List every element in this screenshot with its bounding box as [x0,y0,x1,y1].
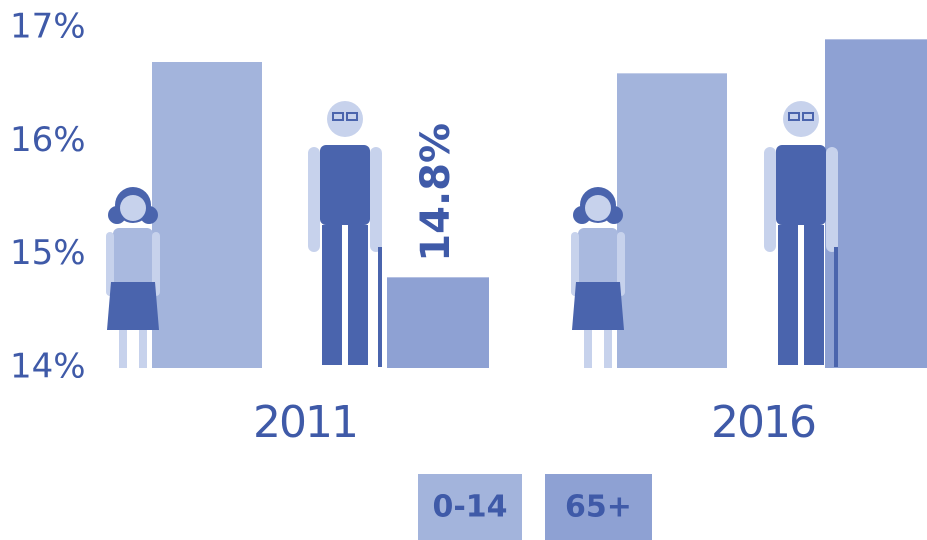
y-tick-label: 17% [10,7,86,47]
bar [825,39,927,368]
legend-label: 65+ [565,490,632,525]
bar [617,73,727,368]
y-tick-label: 14% [10,347,86,387]
legend-item: 65+ [545,474,652,540]
x-tick-label: 2016 [711,397,815,448]
legend-swatch [418,474,522,540]
child-figure [571,187,625,368]
child-figure [106,187,160,368]
x-tick-label: 2011 [253,397,357,448]
legend-label: 0-14 [432,490,507,525]
value-label: 14.8% [413,123,459,262]
y-tick-label: 15% [10,233,86,273]
bar [387,277,489,368]
legend-item: 0-14 [418,474,522,540]
senior-figure [307,100,383,368]
y-tick-label: 16% [10,120,86,160]
bar [152,62,262,368]
legend-swatch [545,474,652,540]
